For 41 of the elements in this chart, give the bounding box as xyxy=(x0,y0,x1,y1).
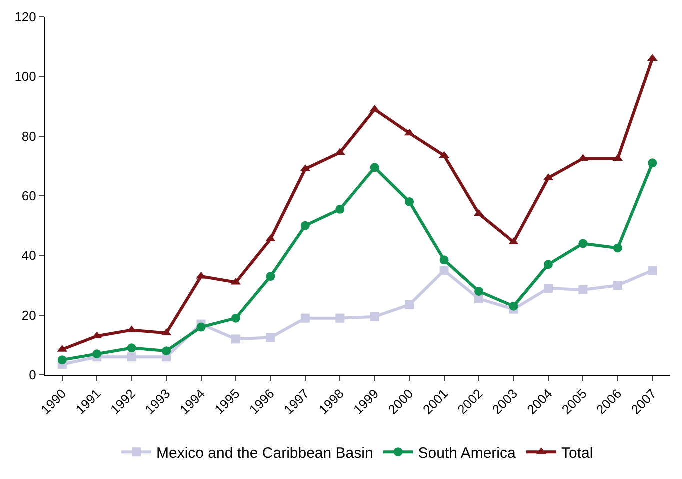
point xyxy=(336,204,345,214)
legend-label: South America xyxy=(418,444,517,462)
point xyxy=(405,300,414,310)
point xyxy=(544,284,553,293)
point xyxy=(613,244,622,253)
point xyxy=(196,322,206,332)
point xyxy=(266,333,276,342)
point xyxy=(300,221,310,230)
point xyxy=(370,163,380,172)
y-tick-label: 40 xyxy=(22,248,36,264)
point xyxy=(231,314,240,323)
y-tick-label: 60 xyxy=(22,188,36,204)
point xyxy=(474,286,484,296)
point xyxy=(648,266,658,276)
point xyxy=(336,314,345,323)
point xyxy=(370,312,380,322)
point xyxy=(231,334,240,344)
y-tick-label: 120 xyxy=(14,10,36,25)
point xyxy=(613,281,622,290)
point xyxy=(162,346,172,356)
point xyxy=(58,356,67,365)
y-tick-label: 100 xyxy=(14,69,36,84)
point xyxy=(648,158,658,168)
point xyxy=(266,272,276,282)
point xyxy=(544,260,553,270)
point xyxy=(474,294,484,304)
point xyxy=(440,266,449,276)
legend-label: Total xyxy=(562,444,594,462)
point xyxy=(578,239,588,248)
point xyxy=(440,256,449,265)
legend-label: Mexico and the Caribbean Basin xyxy=(156,444,374,462)
point xyxy=(127,344,136,353)
point xyxy=(405,197,414,206)
point xyxy=(127,352,136,362)
point xyxy=(578,285,588,294)
y-tick-label: 80 xyxy=(22,128,36,144)
point xyxy=(300,314,310,323)
y-tick-label: 20 xyxy=(22,308,36,323)
y-tick-label: 0 xyxy=(29,368,36,383)
point xyxy=(509,302,518,311)
point xyxy=(92,350,102,359)
